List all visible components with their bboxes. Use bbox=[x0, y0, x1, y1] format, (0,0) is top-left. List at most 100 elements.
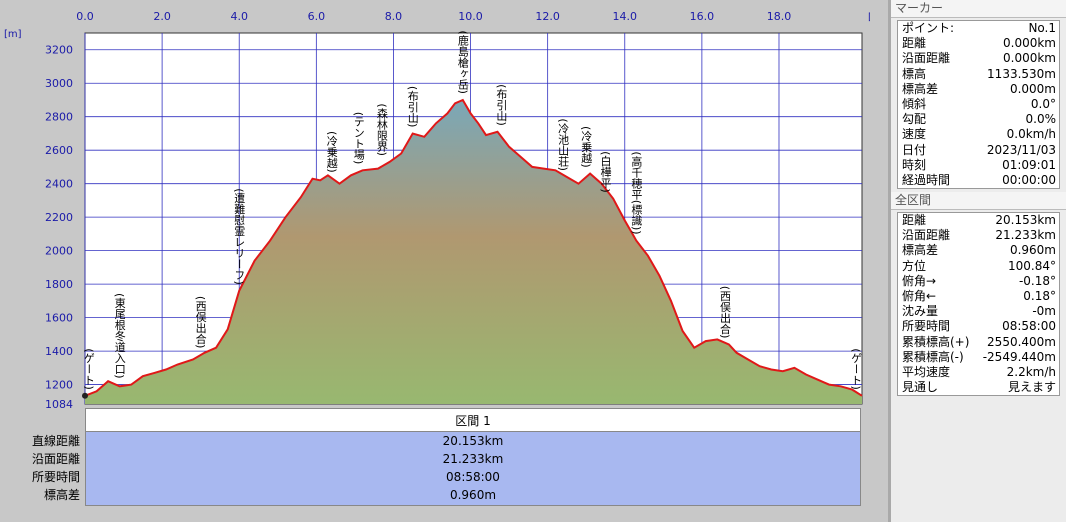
summary-table: 区間 1 20.153km 21.233km 08:58:00 0.960m bbox=[85, 408, 861, 506]
section-value: 08:58:00 bbox=[1002, 319, 1056, 334]
annotation-label: (遭難慰霊レリーフ) bbox=[233, 188, 246, 285]
marker-row: ポイント: No.1 bbox=[898, 21, 1059, 36]
summary-label-surface-distance: 沿面距離 bbox=[31, 452, 80, 466]
section-row: 平均速度 2.2km/h bbox=[898, 365, 1059, 380]
section-value: -2549.440m bbox=[982, 349, 1056, 364]
section-value: -0.18° bbox=[1018, 273, 1056, 288]
section-value: 21.233km bbox=[995, 228, 1056, 243]
x-tick-label: 10.0 bbox=[458, 10, 483, 23]
summary-header[interactable]: 区間 1 bbox=[85, 408, 861, 432]
x-unit-label: [km] bbox=[868, 12, 870, 23]
section-value: 100.84° bbox=[1008, 258, 1056, 273]
marker-value: 0.000m bbox=[1009, 81, 1056, 96]
section-label: 所要時間 bbox=[902, 319, 951, 334]
marker-row: 経過時間 00:00:00 bbox=[898, 173, 1059, 188]
section-row: 沿面距離 21.233km bbox=[898, 228, 1059, 243]
y-tick-label: 1600 bbox=[45, 312, 73, 325]
marker-row: 距離 0.000km bbox=[898, 36, 1059, 51]
section-row: 距離 20.153km bbox=[898, 213, 1059, 228]
marker-row: 速度 0.0km/h bbox=[898, 127, 1059, 142]
x-tick-label: 16.0 bbox=[690, 10, 715, 23]
x-tick-label: 8.0 bbox=[385, 10, 403, 23]
marker-label: 経過時間 bbox=[902, 172, 951, 187]
section-value: -0m bbox=[1032, 304, 1056, 319]
x-tick-label: 4.0 bbox=[230, 10, 248, 23]
section-box: 距離 20.153km 沿面距離 21.233km 標高差 0.960m 方位 100.84°… bbox=[897, 212, 1060, 397]
y-tick-label: 2600 bbox=[45, 144, 73, 157]
y-tick-label: 3000 bbox=[45, 77, 73, 90]
marker-row: 勾配 0.0% bbox=[898, 112, 1059, 127]
marker-value: 0.000km bbox=[1003, 36, 1056, 51]
marker-value: 0.0° bbox=[1030, 96, 1056, 111]
x-tick-label: 0.0 bbox=[76, 10, 94, 23]
section-row: 累積標高(+) 2550.400m bbox=[898, 335, 1059, 350]
y-unit-label: [m] bbox=[4, 29, 22, 40]
summary-value-distance: 20.153km bbox=[442, 434, 504, 448]
x-tick-label: 2.0 bbox=[153, 10, 171, 23]
section-label: 沈み量 bbox=[902, 304, 939, 319]
marker-label: 標高差 bbox=[902, 81, 939, 96]
x-tick-label: 18.0 bbox=[767, 10, 792, 23]
summary-value-surface-distance: 21.233km bbox=[442, 452, 504, 466]
section-value: 2.2km/h bbox=[1006, 364, 1056, 379]
section-value: 見えます bbox=[1007, 380, 1056, 395]
chart-svg: 0.0 2.0 4.0 6.0 8.0 10.0 12.0 14.0 16.0 18.0 1200 1… bbox=[4, 10, 870, 408]
annotation-label: (森林限界) bbox=[375, 103, 388, 156]
section-label: 距離 bbox=[902, 213, 927, 228]
annotation-label: (冷乗越) bbox=[580, 126, 593, 168]
annotation-label: (白樺平) bbox=[599, 151, 612, 193]
annotation-label: (ゲート) bbox=[850, 348, 863, 390]
section-row: 累積標高(-) -2549.440m bbox=[898, 350, 1059, 365]
marker-value: No.1 bbox=[1028, 21, 1056, 35]
marker-value: 00:00:00 bbox=[1002, 172, 1056, 187]
x-tick-label: 12.0 bbox=[535, 10, 560, 23]
section-label: 俯角← bbox=[902, 289, 937, 303]
annotation-label: (ゲート) bbox=[82, 348, 95, 390]
y-tick-label: 2800 bbox=[45, 111, 73, 124]
y-min-label: 1084 bbox=[45, 398, 73, 408]
summary-labels: 直線距離 沿面距離 所要時間 標高差 bbox=[0, 432, 80, 504]
marker-label: 勾配 bbox=[902, 112, 927, 127]
section-title: 全区間 bbox=[891, 192, 1066, 211]
x-tick-label: 14.0 bbox=[613, 10, 638, 23]
section-row: 所要時間 08:58:00 bbox=[898, 319, 1059, 334]
section-row: 見通し 見えます bbox=[898, 380, 1059, 395]
marker-label: 標高 bbox=[902, 66, 927, 81]
annotation-label: (布引山) bbox=[406, 86, 419, 128]
y-tick-label: 1400 bbox=[45, 345, 73, 358]
annotation-label: (東尾根冬道入口) bbox=[113, 293, 126, 379]
marker-label: ポイント: bbox=[902, 21, 955, 35]
panel-splitter[interactable] bbox=[888, 0, 891, 522]
section-value: 20.153km bbox=[995, 213, 1056, 228]
y-tick-label: 3200 bbox=[45, 44, 73, 57]
y-tick-label: 2200 bbox=[45, 211, 73, 224]
section-value: 0.18° bbox=[1023, 289, 1056, 303]
annotation-label: (テント場) bbox=[352, 112, 365, 165]
marker-title: マーカー bbox=[891, 0, 1066, 18]
annotation-label: (布引山) bbox=[495, 84, 508, 126]
annotation-label: (西俣出合) bbox=[194, 296, 207, 349]
marker-value: 0.0km/h bbox=[1006, 127, 1056, 142]
marker-row: 沿面距離 0.000km bbox=[898, 51, 1059, 66]
y-tick-label: 1200 bbox=[45, 379, 73, 392]
section-row: 俯角← 0.18° bbox=[898, 289, 1059, 304]
summary-label-time: 所要時間 bbox=[31, 470, 80, 484]
elevation-area bbox=[85, 100, 862, 404]
elevation-chart[interactable]: 0.0 2.0 4.0 6.0 8.0 10.0 12.0 14.0 16.0 18.0 1200 1… bbox=[0, 0, 870, 408]
marker-label: 沿面距離 bbox=[902, 51, 951, 66]
summary-value-elev-diff: 0.960m bbox=[449, 488, 497, 502]
section-row: 俯角→ -0.18° bbox=[898, 274, 1059, 289]
y-tick-label: 2400 bbox=[45, 178, 73, 191]
summary-label-distance: 直線距離 bbox=[31, 434, 80, 448]
annotation-label: (高千穂平(標識)) bbox=[630, 151, 643, 234]
marker-value: 2023/11/03 bbox=[986, 142, 1056, 157]
section-label: 見通し bbox=[902, 380, 939, 395]
section-label: 方位 bbox=[902, 258, 927, 273]
summary-body: 20.153km 21.233km 08:58:00 0.960m bbox=[85, 432, 861, 506]
marker-label: 速度 bbox=[902, 127, 927, 142]
section-label: 累積標高(+) bbox=[902, 334, 970, 349]
section-label: 沿面距離 bbox=[902, 228, 951, 243]
summary-value-time: 08:58:00 bbox=[446, 470, 500, 484]
elevation-line bbox=[84, 98, 863, 397]
summary-label-elev-diff: 標高差 bbox=[43, 488, 80, 502]
